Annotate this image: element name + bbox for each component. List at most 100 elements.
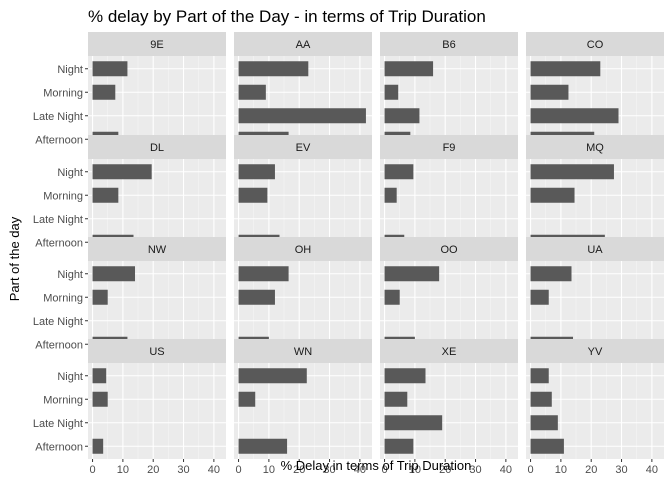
bar-oo-morning	[384, 289, 400, 305]
y-tick-label: Afternoon	[35, 134, 83, 146]
bar-us-night	[92, 368, 107, 384]
facet-strip-label: YV	[588, 346, 603, 358]
facet-panel-9e: 9E	[88, 32, 226, 152]
bar-xe-morning	[384, 391, 408, 407]
x-tick-label: 10	[117, 464, 129, 476]
facet-panel-co: CO	[526, 32, 664, 152]
y-tick-label: Night	[57, 371, 83, 383]
bar-nw-morning	[92, 289, 108, 305]
bar-9e-night	[92, 61, 128, 77]
bar-wn-morning	[238, 391, 256, 407]
facet-panel-xe: XE	[380, 339, 518, 459]
y-tick-labels: Night Morning Late Night Afternoon Night Morn…	[33, 64, 88, 453]
facet-strip-label: B6	[442, 39, 455, 51]
facet-panel-yv: YV	[526, 339, 664, 459]
x-tick-label: 40	[646, 464, 658, 476]
facet-strip	[234, 339, 372, 363]
y-tick-label: Night	[57, 64, 83, 76]
facet-strip-label: XE	[442, 346, 457, 358]
bar-ev-night	[238, 164, 275, 180]
x-tick-label: 0	[235, 464, 241, 476]
y-tick-label: Afternoon	[35, 339, 83, 351]
bar-xe-night	[384, 368, 426, 384]
y-tick-label: Morning	[43, 394, 83, 406]
bar-aa-late-night	[238, 108, 366, 124]
y-tick-label: Morning	[43, 292, 83, 304]
facet-strip	[88, 339, 226, 363]
facet-strip	[234, 32, 372, 56]
facet-strip-label: DL	[150, 142, 164, 154]
x-tick-label: 0	[527, 464, 533, 476]
y-tick-label: Night	[57, 269, 83, 281]
bar-yv-morning	[530, 391, 552, 407]
bar-yv-night	[530, 368, 549, 384]
x-tick-label: 10	[409, 464, 421, 476]
bar-us-afternoon	[92, 438, 104, 454]
bar-f9-morning	[384, 187, 397, 203]
bar-xe-afternoon	[384, 438, 414, 454]
facet-strip-label: F9	[443, 142, 456, 154]
facet-strip-label: US	[149, 346, 164, 358]
y-tick-label: Morning	[43, 190, 83, 202]
x-tick-label: 40	[500, 464, 512, 476]
bar-mq-night	[530, 164, 614, 180]
bar-oh-morning	[238, 289, 275, 305]
x-tick-label: 10	[555, 464, 567, 476]
facet-panels: 9E AA B6 CO DL EV F9 MQ NW OH OO UA US WN XE YV	[88, 32, 664, 459]
bar-f9-night	[384, 164, 414, 180]
bar-dl-morning	[92, 187, 119, 203]
bar-aa-morning	[238, 84, 266, 100]
bar-co-morning	[530, 84, 569, 100]
y-tick-label: Afternoon	[35, 441, 83, 453]
x-tick-label: 20	[147, 464, 159, 476]
x-tick-label: 0	[89, 464, 95, 476]
facet-strip	[526, 135, 664, 159]
x-tick-label: 10	[263, 464, 275, 476]
bar-co-night	[530, 61, 601, 77]
facet-panel-wn: WN	[234, 339, 372, 459]
x-tick-label: 30	[177, 464, 189, 476]
x-tick-label: 0	[381, 464, 387, 476]
facet-strip	[526, 237, 664, 261]
bar-yv-late-night	[530, 415, 558, 431]
facet-strip-label: 9E	[150, 39, 163, 51]
facet-strip	[526, 339, 664, 363]
panel-background	[88, 363, 226, 459]
bar-wn-night	[238, 368, 307, 384]
facet-strip-label: EV	[296, 142, 311, 154]
facet-strip	[380, 32, 518, 56]
facet-strip-label: MQ	[586, 142, 604, 154]
bar-ev-morning	[238, 187, 268, 203]
facet-strip	[234, 135, 372, 159]
x-tick-label: 30	[469, 464, 481, 476]
facet-panel-aa: AA	[234, 32, 372, 152]
bar-b6-night	[384, 61, 434, 77]
bar-co-late-night	[530, 108, 619, 124]
y-tick-label: Late Night	[33, 418, 83, 430]
facet-panel-us: US	[88, 339, 226, 459]
facet-strip-label: CO	[587, 39, 604, 51]
bar-oh-night	[238, 266, 289, 282]
y-tick-label: Afternoon	[35, 237, 83, 249]
y-tick-label: Morning	[43, 87, 83, 99]
facet-strip	[526, 32, 664, 56]
facet-strip	[88, 32, 226, 56]
facet-strip	[380, 135, 518, 159]
bar-9e-morning	[92, 84, 116, 100]
facet-strip-label: WN	[294, 346, 312, 358]
bar-dl-night	[92, 164, 152, 180]
bar-ua-morning	[530, 289, 549, 305]
bar-wn-afternoon	[238, 438, 288, 454]
facet-strip-label: OO	[440, 244, 458, 256]
y-tick-label: Late Night	[33, 111, 83, 123]
facet-strip	[88, 135, 226, 159]
x-tick-label: 40	[208, 464, 220, 476]
bar-xe-late-night	[384, 415, 443, 431]
x-tick-label: 30	[323, 464, 335, 476]
x-tick-labels: 0 10 20 30 40 0 10 20 30 40 0 10 20 30 40 0 10 20 30 40	[89, 459, 658, 476]
chart-title: % delay by Part of the Day - in terms of…	[88, 7, 486, 26]
y-tick-label: Late Night	[33, 316, 83, 328]
bar-mq-morning	[530, 187, 575, 203]
x-tick-label: 40	[354, 464, 366, 476]
